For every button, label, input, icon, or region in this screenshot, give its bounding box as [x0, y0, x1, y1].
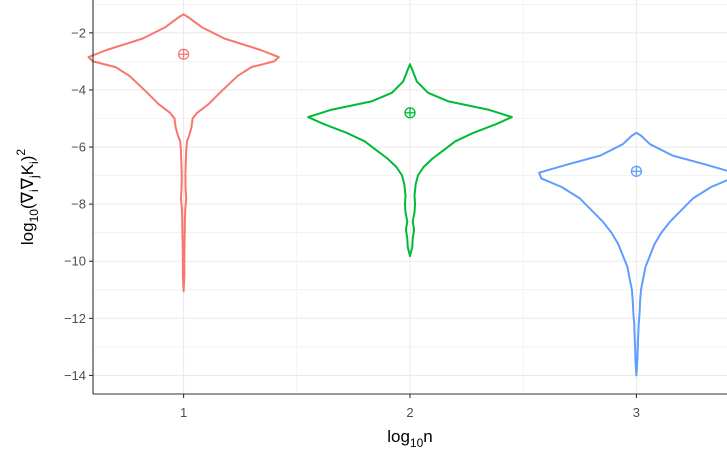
x-ticks: 1 2 3: [180, 394, 640, 420]
y-tick-label: −12: [64, 311, 86, 326]
mean-marker-2: [404, 107, 416, 119]
mean-markers: [177, 48, 643, 177]
x-axis-title: log10n: [387, 427, 433, 450]
mean-marker-3: [630, 165, 643, 177]
y-tick-label: −14: [64, 368, 86, 383]
mean-marker-1: [177, 48, 190, 60]
x-tick-label: 2: [406, 405, 413, 420]
y-tick-label: −10: [64, 254, 86, 269]
violin-1: [87, 13, 280, 293]
y-tick-label: −4: [71, 82, 86, 97]
violins: [87, 13, 727, 377]
x-tick-label: 1: [180, 405, 187, 420]
violin-3: [538, 131, 727, 377]
y-tick-label: −6: [71, 140, 86, 155]
y-tick-label: −8: [71, 197, 86, 212]
violin-2: [307, 63, 513, 258]
y-ticks: −2 −4 −6 −8 −10 −12 −14: [64, 25, 93, 383]
y-axis-title: log10(∇i∇jKi)2: [14, 149, 41, 246]
x-tick-label: 3: [633, 405, 640, 420]
y-tick-label: −2: [71, 25, 86, 40]
